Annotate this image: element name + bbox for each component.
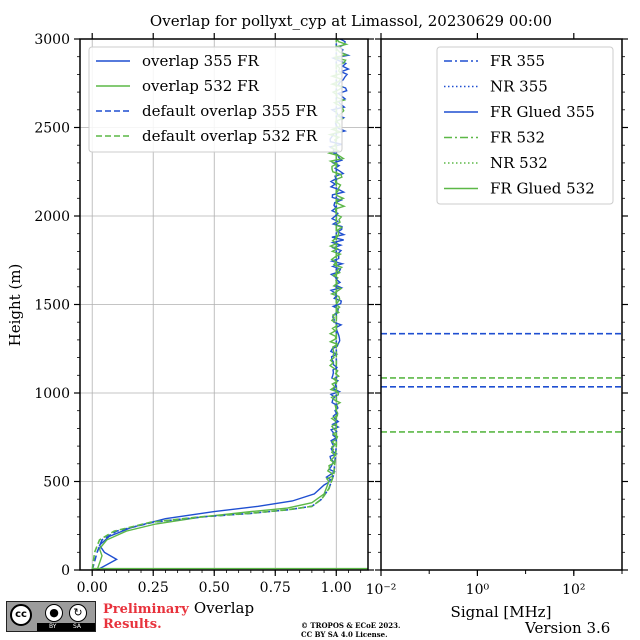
y-tick-label: 0 (61, 563, 70, 579)
overlap-legend: overlap 355 FR overlap 532 FR default over… (88, 46, 343, 153)
x-tick-label: 0.75 (260, 580, 291, 596)
legend-label: overlap 355 FR (142, 52, 259, 70)
version-label: Version 3.6 (525, 619, 611, 637)
signal-legend-label: NR 355 (490, 78, 548, 96)
legend-label: overlap 532 FR (142, 77, 259, 95)
height-y-axis-label: Height (m) (6, 264, 24, 347)
y-tick-label: 2500 (34, 121, 70, 137)
x-tick-label: 0.00 (77, 580, 108, 596)
signal-x-axis-label: Signal [MHz] (451, 603, 552, 621)
legend-label: default overlap 532 FR (142, 127, 318, 145)
attribution-icon: ● (45, 604, 63, 622)
overlap-ticks: 0.00 0.25 0.50 0.75 1.00 0 500 1000 1500 2000 2500… (34, 32, 628, 596)
signal-legend-label: NR 532 (490, 154, 548, 172)
copyright-notice: © TROPOS & ECoE 2023. CC BY SA 4.0 Licen… (301, 621, 400, 639)
signal-ticks: 10⁻² 10⁰ 10² (366, 33, 623, 598)
chart-title: Overlap for pollyxt_cyp at Limassol, 202… (150, 12, 552, 30)
x-tick-label: 0.50 (199, 580, 230, 596)
legend-label: default overlap 355 FR (142, 102, 318, 120)
preliminary-line-1: Preliminary (103, 602, 189, 617)
preliminary-notice: Preliminary Results. (103, 602, 189, 632)
copyright-line-1: © TROPOS & ECoE 2023. (301, 621, 401, 630)
x-tick-label: 0.25 (138, 580, 169, 596)
y-tick-label: 1500 (34, 298, 70, 314)
y-tick-label: 2000 (34, 209, 70, 225)
signal-axes-frame (380, 38, 623, 571)
share-alike-icon: ↻ (69, 604, 87, 622)
signal-legend-box (436, 46, 614, 205)
signal-x-tick-label: 10⁰ (466, 582, 490, 598)
preliminary-line-2: Results. (103, 617, 162, 632)
y-tick-label: 3000 (34, 32, 70, 48)
signal-x-tick-label: 10⁻² (366, 582, 397, 598)
signal-legend-label: FR 355 (490, 52, 545, 70)
signal-legend-label: FR Glued 355 (490, 103, 595, 121)
y-tick-label: 500 (43, 475, 70, 491)
signal-panel: 10⁻² 10⁰ 10² Signal [MHz] FR 355 NR 355 FR G… (366, 33, 623, 621)
series-line-3 (91, 39, 338, 571)
overlap-panel: 0.00 0.25 0.50 0.75 1.00 0 500 1000 1500 2000 2500… (6, 32, 628, 617)
signal-legend: FR 355 NR 355 FR Glued 355 FR 532 NR 532 FR G… (436, 46, 614, 205)
cc-sa-label: SA (73, 623, 82, 630)
signal-legend-label: FR Glued 532 (490, 180, 595, 198)
cc-by-label: BY (49, 623, 57, 630)
cc-logo-icon: cc (10, 604, 32, 626)
series-line-4 (91, 39, 338, 571)
overlap-x-axis-label: Overlap (194, 599, 254, 617)
signal-x-tick-label: 10² (562, 582, 585, 598)
cc-license-badge: cc ● ↻ BY SA (6, 601, 96, 632)
overlap-legend-box (88, 46, 343, 153)
signal-legend-label: FR 532 (490, 129, 545, 147)
x-tick-label: 1.00 (321, 580, 352, 596)
cc-license-strip: BY SA (37, 623, 95, 631)
copyright-line-2: CC BY SA 4.0 License. (301, 630, 388, 639)
y-tick-label: 1000 (34, 386, 70, 402)
signal-series (381, 332, 622, 433)
